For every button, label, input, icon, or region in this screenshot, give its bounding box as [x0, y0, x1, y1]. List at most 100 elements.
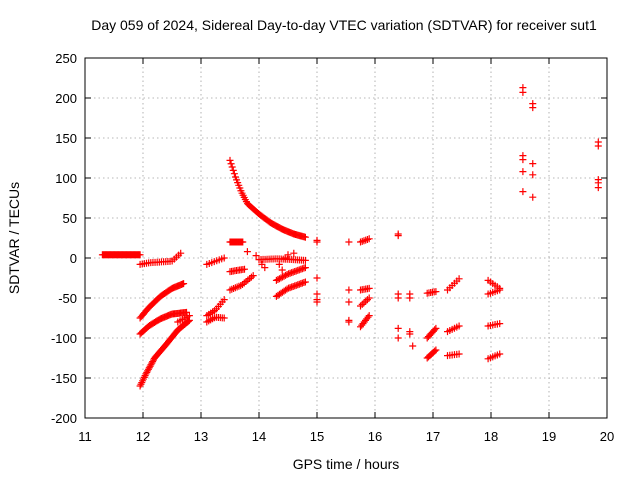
data-point: [313, 296, 321, 304]
data-point: [139, 377, 147, 385]
x-tick-label: 18: [484, 429, 498, 444]
data-point: [345, 316, 353, 324]
data-point: [364, 313, 372, 321]
data-point: [220, 296, 228, 304]
data-points: [98, 84, 602, 390]
x-tick-label: 12: [136, 429, 150, 444]
x-tick-label: 19: [542, 429, 556, 444]
data-point: [594, 184, 602, 192]
data-point: [529, 104, 537, 112]
data-point: [275, 275, 283, 283]
data-point: [277, 274, 285, 282]
data-point: [363, 296, 371, 304]
y-tick-label: 50: [63, 211, 77, 226]
data-point: [519, 156, 527, 164]
data-point: [432, 288, 440, 296]
data-point: [275, 260, 283, 268]
data-point: [360, 299, 368, 307]
data-point: [283, 271, 291, 279]
data-point: [147, 361, 155, 369]
data-point: [409, 342, 417, 350]
data-point: [345, 286, 353, 294]
data-point: [313, 274, 321, 282]
plot-frame: [84, 57, 608, 419]
data-point: [149, 358, 157, 366]
data-point: [365, 235, 373, 243]
x-tick-label: 17: [426, 429, 440, 444]
x-axis-label: GPS time / hours: [293, 456, 400, 472]
data-point: [365, 284, 373, 292]
data-point: [301, 256, 309, 264]
y-tick-label: -50: [58, 291, 77, 306]
data-point: [519, 188, 527, 196]
y-tick-label: -100: [51, 331, 77, 346]
y-tick-label: 150: [55, 131, 77, 146]
data-point: [278, 266, 286, 274]
data-point: [345, 238, 353, 246]
data-point: [365, 294, 373, 302]
data-point: [431, 347, 439, 355]
data-point: [144, 367, 152, 375]
data-point: [455, 322, 463, 330]
x-tick-label: 11: [78, 429, 92, 444]
data-point: [138, 379, 146, 387]
data-point: [220, 314, 228, 322]
data-point: [432, 324, 440, 332]
data-point: [180, 280, 188, 288]
data-point: [249, 272, 257, 280]
data-point: [136, 251, 144, 259]
data-point: [243, 248, 251, 256]
data-point: [220, 254, 228, 262]
data-point: [357, 302, 364, 310]
data-point: [365, 312, 373, 320]
data-point: [594, 142, 602, 150]
x-tick-label: 16: [368, 429, 382, 444]
y-tick-label: 200: [55, 91, 77, 106]
y-tick-label: 250: [55, 51, 77, 66]
data-point: [228, 163, 236, 171]
data-point: [144, 365, 152, 373]
data-point: [177, 249, 185, 257]
data-point: [272, 276, 280, 284]
data-point: [139, 375, 147, 383]
data-point: [143, 368, 151, 376]
data-point: [529, 193, 537, 201]
data-point: [261, 264, 269, 272]
y-tick-label: 0: [70, 251, 77, 266]
data-point: [279, 273, 287, 281]
data-point: [140, 373, 148, 381]
data-point: [146, 362, 154, 370]
data-point: [406, 330, 414, 338]
data-point: [519, 168, 527, 176]
data-point: [358, 300, 366, 308]
x-tick-label: 13: [194, 429, 208, 444]
data-point: [529, 160, 537, 168]
data-point: [290, 249, 298, 257]
x-tick-label: 20: [600, 429, 614, 444]
data-point: [145, 364, 153, 372]
data-point: [394, 334, 402, 342]
data-point: [142, 370, 150, 378]
data-point: [301, 264, 309, 272]
data-point: [345, 298, 353, 306]
data-point: [141, 372, 149, 380]
data-point: [137, 380, 145, 388]
data-point: [239, 238, 247, 246]
data-point: [301, 233, 309, 241]
data-point: [184, 318, 192, 326]
data-point: [432, 346, 440, 354]
data-point: [455, 350, 463, 358]
data-point: [394, 324, 402, 332]
y-tick-label: -150: [51, 371, 77, 386]
data-point: [301, 278, 309, 286]
data-point: [185, 312, 193, 320]
data-point: [148, 359, 156, 367]
data-point: [362, 297, 370, 305]
data-point: [252, 252, 260, 260]
data-point: [529, 171, 537, 179]
data-point: [284, 251, 292, 259]
data-point: [431, 326, 439, 334]
data-point: [394, 294, 402, 302]
data-point: [185, 317, 193, 325]
data-point: [406, 294, 414, 302]
